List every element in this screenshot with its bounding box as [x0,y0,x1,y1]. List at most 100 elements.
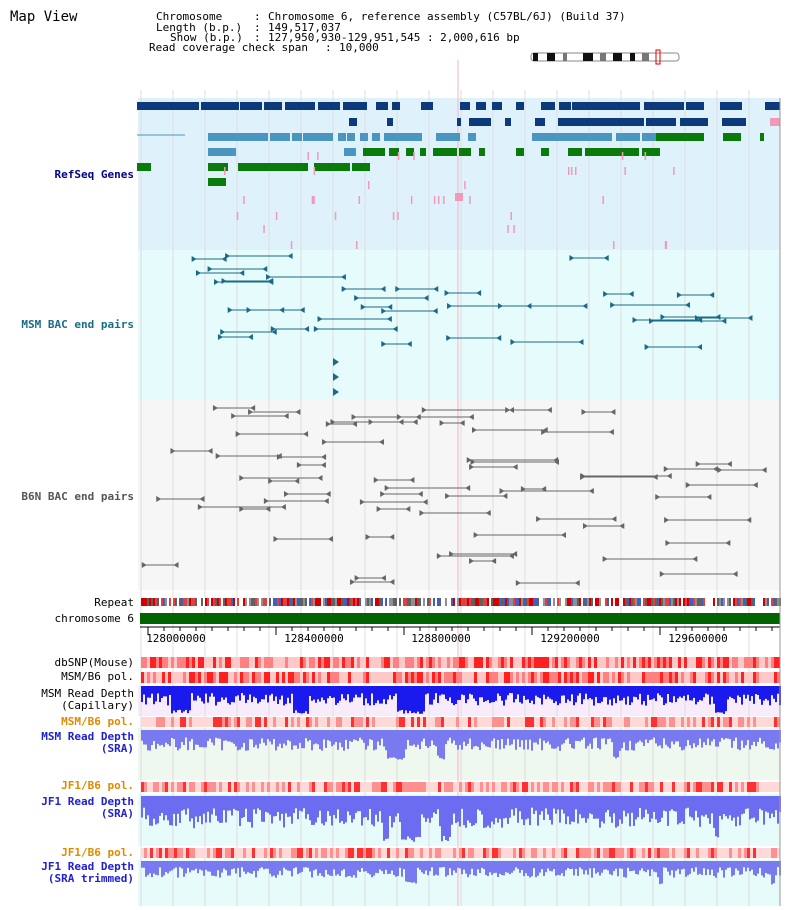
jf1-b6-pol-cell [492,782,495,792]
jf1-depth-sra-bar [359,796,361,812]
jf1-depth-trim-bar [209,861,211,872]
b6n-bac-pair-end [321,454,327,460]
msm-bac-pair-end [225,253,231,259]
repeat-segment [147,598,149,606]
dbsnp-cell [672,657,675,668]
msm-b6-pol-cell [372,672,375,683]
jf1-depth-trim-bar [241,861,243,868]
jf1-b6-pol-cell [396,782,399,792]
dbsnp-cell [216,657,219,668]
repeat-segment [677,598,679,606]
jf1-b6-pol-cell [516,782,519,792]
msm-b6-pol-cell [477,672,480,683]
jf1-depth-sra-bar [443,796,445,836]
jf1-depth-sra-bar [593,796,595,819]
repeat-segment [563,598,565,606]
chromosome-ideogram[interactable] [530,49,680,65]
msm-b6-pol-cell [777,672,780,683]
track-label-b6n-bac[interactable]: B6N BAC end pairs [21,490,134,503]
repeat-segment [159,598,161,606]
repeat-segment [705,598,707,606]
msm-bac-pair-end [694,315,700,321]
ideogram-band [613,53,622,61]
jf1-b6-pol-cell [363,782,366,792]
msm-bac-pair-end [386,316,392,322]
jf1-b6-pol-2-cell [618,848,621,858]
b6n-bac-pair-end [752,482,758,488]
chromosome-value: Chromosome 6, reference assembly (C57BL/… [268,10,626,23]
msm-b6-pol-cell [528,672,531,683]
msm-b6-pol-2-cell [306,717,309,727]
repeat-segment [397,598,399,606]
msm-depth-sra-bar [725,730,727,739]
jf1-depth-trim-bar [485,861,487,875]
repeat-segment [771,598,773,606]
jf1-depth-sra-bar [579,796,581,815]
msm-depth-sra-bar [739,730,741,751]
refseq-gene [394,133,422,141]
jf1-depth-sra-bar [489,796,491,828]
msm-bac-pair-end [423,295,429,301]
b6n-bac-pair-end [499,488,505,494]
jf1-depth-trim-bar [223,861,225,869]
repeat-segment [521,598,523,606]
jf1-depth-sra-bar [573,796,575,823]
msm-depth-sra-bar [715,730,717,747]
jf1-b6-pol-cell [684,782,687,792]
msm-depth-cap-bar [483,686,485,703]
track-label-refseq[interactable]: RefSeq Genes [54,168,134,181]
msm-b6-pol-cell [450,672,453,683]
jf1-b6-pol-cell [483,782,486,792]
dbsnp-cell [183,657,186,668]
jf1-depth-trim-bar [425,861,427,871]
jf1-b6-pol-cell [150,782,153,792]
refseq-gene [292,133,302,141]
msm-depth-sra-bar [261,730,263,739]
repeat-segment [423,598,425,606]
track-label-msm-bac[interactable]: MSM BAC end pairs [21,318,134,331]
msm-depth-cap-bar [399,686,401,711]
jf1-b6-pol-2-cell [489,848,492,858]
jf1-depth-sra-bar [155,796,157,825]
b6n-bac-pair-end [520,486,526,492]
jf1-depth-trim-bar [343,861,345,870]
jf1-depth-trim-bar [729,861,731,868]
msm-depth-sra-bar [241,730,243,748]
msm-bac-pair-end [496,335,502,341]
msm-b6-pol-cell [714,672,717,683]
msm-depth-sra-bar [729,730,731,740]
jf1-depth-sra-bar [621,796,623,824]
msm-b6-pol-2-cell [399,717,402,727]
jf1-b6-pol-2-cell [153,848,156,858]
msm-depth-sra-bar [191,730,193,739]
msm-b6-pol-cell [282,672,285,683]
dbsnp-cell [267,657,270,668]
jf1-depth-sra-bar [619,796,621,820]
jf1-b6-pol-cell [291,782,294,792]
jf1-depth-sra-bar [657,796,659,823]
jf1-depth-sra-bar [169,796,171,826]
jf1-depth-trim-bar [393,861,395,875]
jf1-depth-sra-bar [679,796,681,824]
repeat-segment [361,598,363,606]
b6n-bac-pair-end [580,473,586,479]
b6n-bac-pair-end [421,407,427,413]
msm-depth-sra-bar [381,730,383,739]
msm-depth-sra-bar [501,730,503,740]
jf1-depth-trim-bar [735,861,737,869]
msm-depth-cap-bar [593,686,595,706]
repeat-segment [485,598,487,606]
msm-b6-pol-2-cell [441,717,444,727]
dbsnp-cell [690,657,693,668]
msm-depth-cap-bar [461,686,463,695]
jf1-b6-pol-2-cell [312,848,315,858]
dbsnp-cell [441,657,444,668]
dbsnp-cell [717,657,720,668]
msm-depth-sra-bar [659,730,661,746]
msm-depth-sra-bar [147,730,149,751]
msm-b6-pol-2-cell [360,717,363,727]
repeat-segment [273,598,275,606]
msm-depth-sra-bar [361,730,363,740]
dbsnp-cell [645,657,648,668]
